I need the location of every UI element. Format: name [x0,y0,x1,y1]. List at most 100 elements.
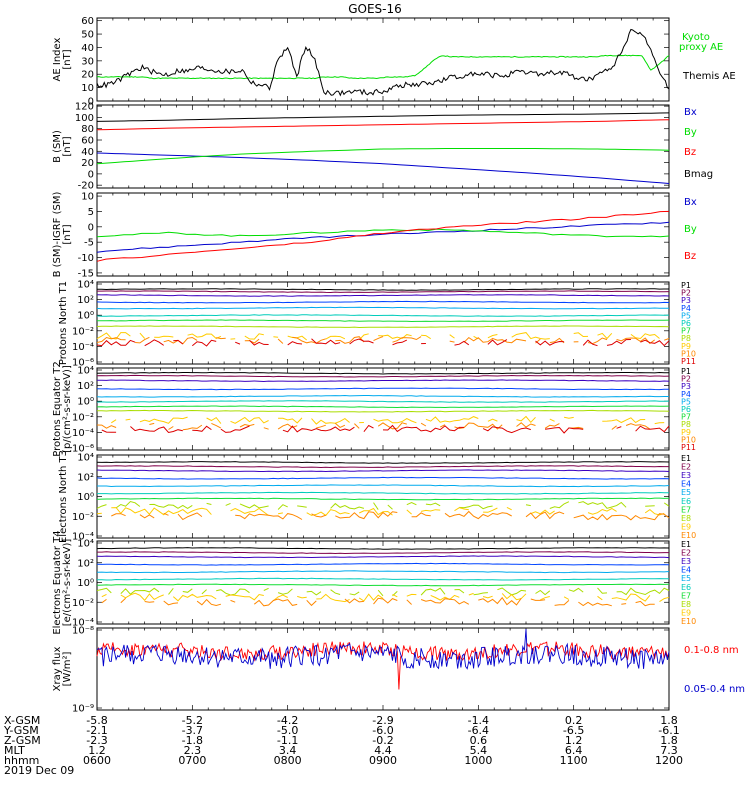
channel-e8-segment [473,592,488,596]
channel-e9-segment [540,596,550,601]
b-series-by [96,228,670,238]
channel-e10-segment [163,600,179,606]
channel-e8-segment [149,503,193,509]
eph-value: -6.5 [562,724,585,737]
channel-e9-segment [501,593,527,601]
channel-p10-segment [244,338,260,344]
channel-p10-segment [163,336,198,345]
channel-e8-segment [168,587,174,595]
legend-e2: E2 [681,463,691,472]
channel-e9-segment [506,506,512,511]
eph-value: 1.2 [564,734,583,747]
channel-e10-segment [139,514,155,519]
channel-p10-segment [535,338,541,344]
channel-e10-segment [120,597,126,604]
channel-e4 [96,476,670,480]
channel-p9-segment [425,416,479,423]
y-tick-label: 0 [88,222,94,233]
channel-p1 [96,288,669,291]
channel-e8-segment [277,504,288,510]
channel-e8-segment [239,503,269,509]
eph-value: 1.2 [88,744,106,757]
channel-p9-segment [206,416,222,424]
eph-label-xgsm: X-GSM [4,714,41,727]
channel-p10-segment [549,337,565,344]
y-axis-label-line: AE Index [52,37,63,81]
legend-e8: E8 [681,514,691,523]
channel-p10-segment [377,422,407,430]
channel-p11 [640,339,670,347]
channel-e8-segment [96,587,112,594]
y-tick-label: 50 [81,30,94,41]
channel-p10-segment [516,422,536,428]
eph-value: 3.4 [278,744,297,757]
channel-p10-segment [316,424,326,429]
channel-e9-segment [278,512,283,515]
ephemeris-table: X-GSM Y-GSM Z-GSM MLT hhmm 2019 Dec 09 -… [4,714,744,796]
panel-frame-1 [96,104,670,189]
channel-p9-segment [139,416,188,424]
channel-p6 [96,400,670,403]
legend-e10: E10 [681,531,696,540]
channel-p11-segment [616,426,622,429]
eph-value: -2.3 [86,734,108,747]
channel-e9-segment [101,593,107,598]
channel-p11-segment [282,425,355,433]
eph-value: -5.8 [86,714,108,727]
channel-e10-segment [344,598,364,604]
eph-value: -6.1 [658,724,680,737]
legend-p10: P10 [681,349,696,358]
channel-e10-segment [411,512,431,518]
channel-p10-segment [263,427,269,430]
legend-e5: E5 [681,488,691,497]
channel-e10-segment [406,599,412,605]
y-axis-label-line: [nT] [62,224,73,244]
b-series-bx [96,152,670,184]
legend-e7: E7 [681,591,691,600]
channel-p10-segment [216,337,226,340]
channel-p11-segment [545,426,584,434]
chart-title: GOES-16 [348,2,402,16]
legend-p9: P9 [681,428,691,437]
y-tick-label: -20 [78,181,94,192]
channel-e10-segment [144,601,155,603]
y-tick-label: 5 [88,207,94,218]
y-tick-label: 40 [81,43,94,54]
channel-p9-segment [487,418,498,422]
channel-p10-segment [239,423,255,428]
eph-value: 1100 [559,754,588,767]
y-tick-label: 10² [77,558,94,569]
channel-p6 [96,314,670,317]
y-tick-label: 80 [81,124,94,135]
channel-p10-segment [454,422,503,430]
channel-p10-segment [334,422,346,428]
y-axis-label-line: Protons Equator T2 [52,361,63,457]
eph-value: -6.4 [467,724,490,737]
channel-e10-segment [101,598,107,604]
y-axis-label-line: Protons North T1 [58,281,69,365]
channel-p10-segment [611,425,617,430]
channel-e9-segment [392,593,398,598]
channel-p11-segment [101,429,117,433]
channel-p11-segment [130,426,183,434]
channel-p9-segment [154,335,174,338]
channel-p10-segment [182,424,203,431]
y-tick-label: 10⁰ [77,311,94,322]
channel-p9-segment [602,417,646,424]
channel-p10-segment [392,336,422,343]
channel-e9-segment [406,593,417,597]
legend-p6: P6 [681,405,691,414]
eph-value: 6.4 [564,744,583,757]
y-axis-label-4: Protons Equator T2[p/(cm²-s-sr-keV)] [52,361,73,457]
channel-e9-segment [225,593,264,601]
eph-value: 5.4 [469,744,488,757]
channel-p10-segment [292,336,326,344]
legend-p1: P1 [681,281,691,290]
channel-e10-segment [373,597,398,605]
channel-e9-segment [611,593,651,602]
eph-value: -1.1 [276,734,299,747]
ae-series-0 [96,54,670,80]
channel-p11-segment [363,424,374,433]
channel-p10-segment [335,336,365,344]
y-tick-label: 10⁴ [77,280,94,291]
